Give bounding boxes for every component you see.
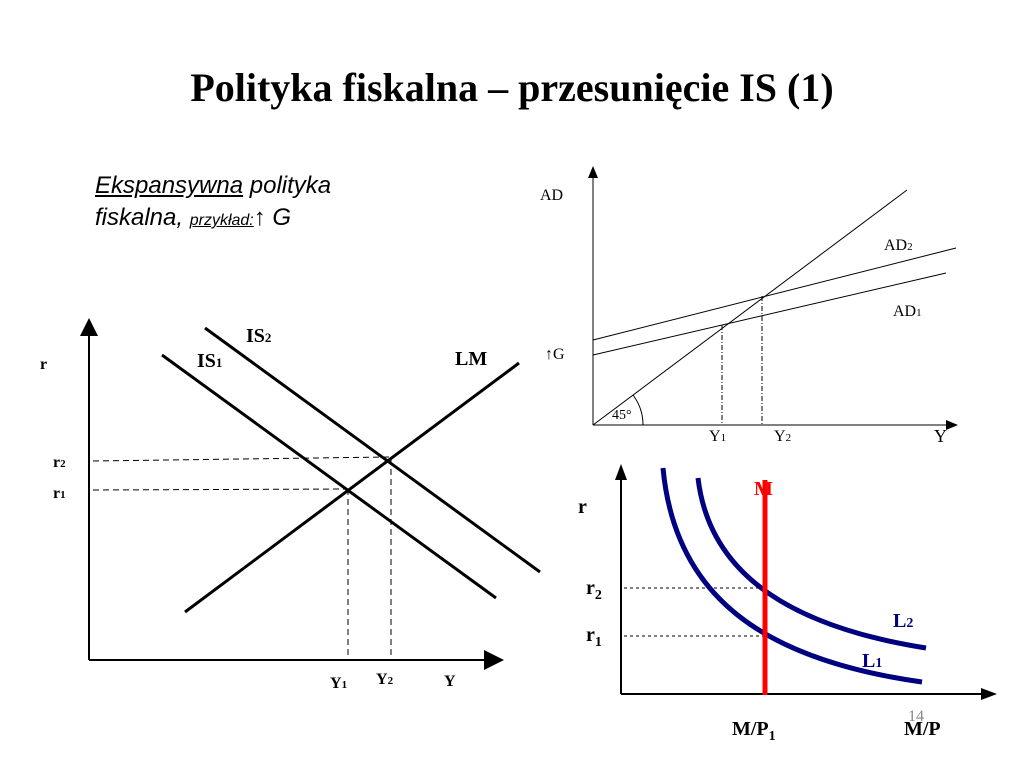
cross-y-label: AD bbox=[540, 187, 563, 204]
islm-r2-label: r2 bbox=[53, 454, 66, 471]
islm-y2-label: Y2 bbox=[376, 671, 394, 688]
money-x-arrow bbox=[981, 688, 997, 700]
is1-label: IS1 bbox=[197, 350, 222, 372]
is1-line bbox=[161, 353, 497, 600]
islm-x-label: Y bbox=[444, 673, 456, 690]
intro-policy: polityka bbox=[243, 172, 332, 199]
slide-number: 14 bbox=[908, 708, 924, 725]
r1-guide bbox=[92, 488, 349, 491]
l2-curve bbox=[695, 477, 927, 651]
slide-title: Polityka fiskalna – przesunięcie IS (1) bbox=[190, 65, 834, 110]
cross-y2-label: Y2 bbox=[774, 428, 791, 445]
money-r1-label: r1 bbox=[586, 624, 602, 650]
money-y-arrow bbox=[615, 464, 627, 480]
intro-example: przykład: bbox=[189, 212, 254, 229]
ad1-label: AD1 bbox=[893, 303, 922, 320]
intro-increase-g: ↑ G bbox=[253, 204, 292, 231]
money-y-label: r bbox=[578, 496, 587, 518]
islm-diagram: r r2 r1 Y1 Y2 Y IS1 IS2 LM bbox=[40, 318, 541, 692]
money-mp1-label: M/P1 bbox=[732, 718, 776, 744]
is2-label: IS2 bbox=[246, 325, 271, 347]
islm-r1-label: r1 bbox=[53, 485, 66, 502]
l1-curve bbox=[660, 467, 923, 685]
money-market-diagram: r M r2 r1 L2 L1 M/P1 M/P bbox=[578, 464, 997, 744]
ad1-line bbox=[592, 272, 947, 356]
ad2-line bbox=[592, 247, 957, 341]
line-45-degree bbox=[592, 189, 908, 426]
l1-label: L1 bbox=[862, 650, 882, 672]
keynesian-cross-diagram: AD AD2 AD1 ↑G 45° Y1 Y2 Y bbox=[540, 166, 958, 446]
r2-guide bbox=[92, 456, 390, 462]
l2-label: L2 bbox=[893, 610, 913, 632]
cross-y-arrow bbox=[588, 166, 598, 178]
g-increase-label: ↑G bbox=[545, 346, 565, 363]
islm-x-arrow bbox=[484, 650, 504, 670]
money-r2-label: r2 bbox=[586, 577, 602, 603]
cross-x-arrow bbox=[946, 420, 958, 430]
islm-y1-label: Y1 bbox=[330, 675, 347, 692]
intro-text: Ekspansywna polityka fiskalna, przykład:… bbox=[95, 170, 425, 237]
money-supply-label: M bbox=[754, 478, 773, 500]
lm-line bbox=[184, 361, 520, 614]
cross-x-label: Y bbox=[934, 426, 947, 446]
lm-label: LM bbox=[455, 348, 487, 370]
islm-y-label: r bbox=[40, 356, 47, 373]
islm-y-arrow bbox=[80, 318, 98, 336]
angle-arc bbox=[632, 394, 644, 426]
money-x-label: M/P bbox=[904, 718, 941, 740]
is2-line bbox=[204, 326, 541, 574]
angle-label: 45° bbox=[612, 408, 632, 423]
ad2-label: AD2 bbox=[884, 237, 913, 254]
intro-fiscal: fiskalna, bbox=[95, 204, 190, 231]
intro-expansive: Ekspansywna bbox=[95, 172, 244, 199]
cross-y1-label: Y1 bbox=[709, 428, 726, 445]
